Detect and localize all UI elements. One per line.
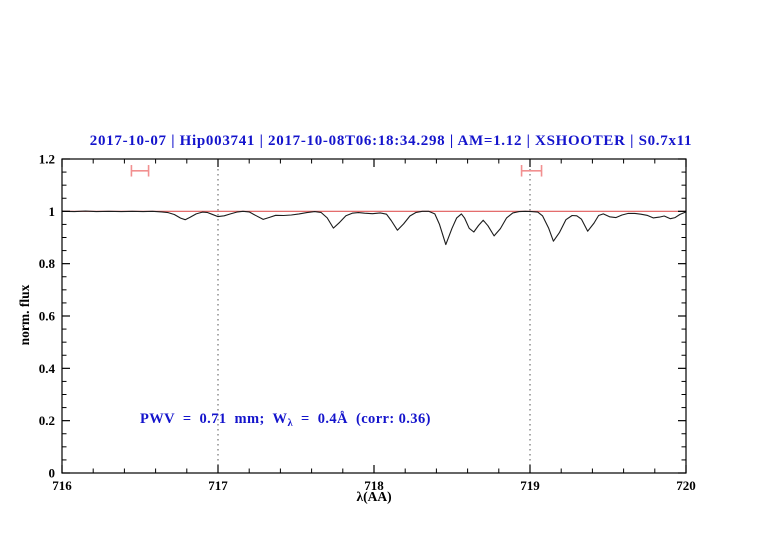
pwv-annotation: PWV = 0.71 mm; Wλ = 0.4Å (corr: 0.36) bbox=[140, 411, 431, 429]
y-tick-label: 0.6 bbox=[39, 309, 56, 324]
x-axis-label: λ(AA) bbox=[356, 489, 392, 504]
y-tick-label: 1.2 bbox=[39, 152, 55, 167]
y-tick-label: 0.8 bbox=[39, 256, 56, 271]
y-tick-label: 0.4 bbox=[39, 361, 56, 376]
x-tick-label: 719 bbox=[520, 478, 540, 493]
x-tick-label: 717 bbox=[208, 478, 228, 493]
y-tick-label: 1 bbox=[49, 204, 56, 219]
x-tick-label: 718 bbox=[364, 478, 384, 493]
lambda-subscript: λ bbox=[287, 417, 293, 429]
y-tick-label: 0.2 bbox=[39, 413, 55, 428]
spectrum-line bbox=[61, 210, 687, 246]
x-tick-label: 716 bbox=[52, 478, 72, 493]
x-tick-label: 720 bbox=[676, 478, 696, 493]
plot-title: 2017-10-07 | Hip003741 | 2017-10-08T06:1… bbox=[89, 133, 693, 149]
pwv-annotation-text: PWV = 0.71 mm; W bbox=[140, 411, 288, 427]
y-tick-label: 0 bbox=[49, 466, 56, 481]
pwv-annotation-text-2: = 0.4Å (corr: 0.36) bbox=[292, 411, 431, 427]
